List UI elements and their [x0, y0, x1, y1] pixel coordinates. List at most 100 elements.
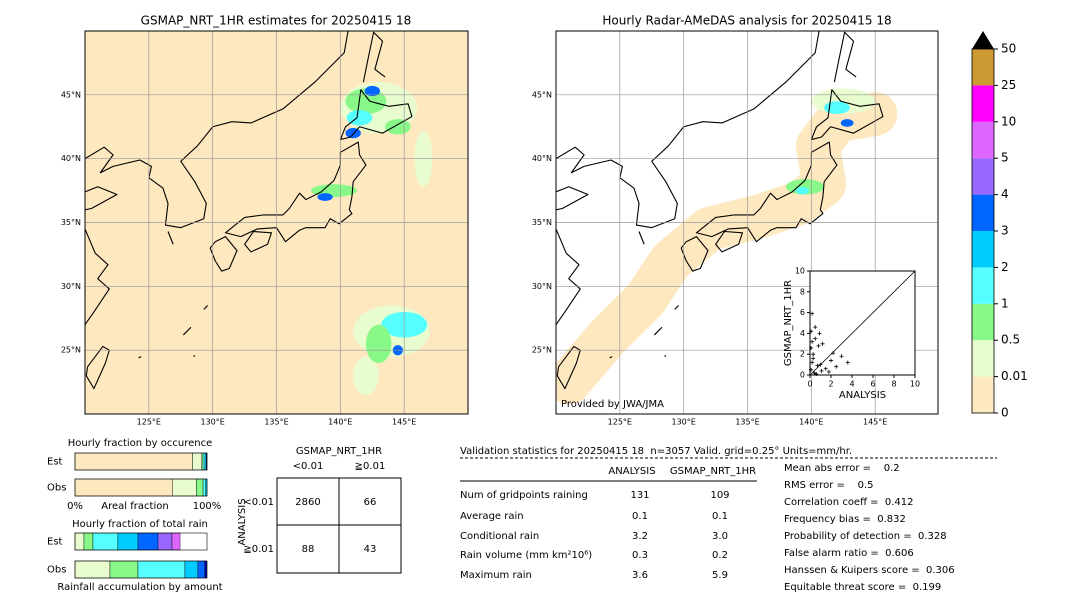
- stat-value: 3.6: [632, 570, 648, 581]
- score: Mean abs error = 0.2: [784, 463, 900, 474]
- map-frame: [84, 30, 469, 415]
- lon-tick-label: 125°E: [137, 418, 161, 427]
- scatter-point: [811, 356, 816, 361]
- bar-segment: [157, 532, 173, 551]
- colorbar-label: 2: [1001, 260, 1009, 274]
- lat-tick-label: 30°N: [61, 282, 81, 291]
- y-tick-label: 2: [800, 350, 805, 359]
- scatter-point: [811, 352, 816, 357]
- x-axis-label: Rainfall accumulation by amount: [57, 582, 222, 593]
- row-label: Obs: [47, 565, 66, 576]
- stat-label: Rain volume (mm km²10⁶): [460, 550, 592, 561]
- stat-value: 0.3: [632, 550, 648, 561]
- table-cell: 43: [364, 544, 377, 555]
- lon-tick-label: 140°E: [328, 418, 352, 427]
- x-tick-label: 0: [807, 380, 812, 389]
- table-cell: 88: [302, 544, 315, 555]
- scatter-point: [839, 354, 844, 359]
- stat-value: 0.2: [712, 550, 728, 561]
- lat-tick-label: 30°N: [532, 282, 552, 291]
- stat-value: 109: [710, 490, 729, 501]
- score: Frequency bias = 0.832: [784, 514, 906, 525]
- map-frame: [555, 30, 939, 415]
- map-credit: Provided by JWA/JMA: [561, 399, 664, 410]
- row-label: Obs: [47, 483, 66, 494]
- bar-frame: [74, 452, 208, 471]
- lat-tick-label: 45°N: [61, 90, 81, 99]
- y-tick-label: 8: [800, 287, 805, 296]
- colorbar-label: 0.01: [1001, 369, 1028, 383]
- bar-segment: [109, 560, 139, 579]
- scatter-point: [813, 325, 818, 330]
- colorbar-extend: [972, 31, 994, 49]
- bar-segment: [74, 532, 85, 551]
- map-title: Hourly Radar-AMeDAS analysis for 2025041…: [602, 14, 891, 28]
- scatter-point: [818, 362, 823, 367]
- col-label: ≧0.01: [355, 461, 386, 472]
- lon-tick-label: 135°E: [264, 418, 288, 427]
- table-title: GSMAP_NRT_1HR: [296, 446, 382, 457]
- col-label: <0.01: [293, 461, 324, 472]
- scatter-point: [820, 341, 825, 346]
- scatter-point: [810, 311, 815, 316]
- x-tick-label: 2: [828, 380, 833, 389]
- diagonal: [809, 270, 916, 376]
- bar-segment: [74, 560, 111, 579]
- bar-frame: [74, 560, 208, 579]
- lon-tick-label: 135°E: [735, 418, 759, 427]
- bar-segment: [202, 478, 206, 497]
- validation-stats: Validation statistics for 20250415 18 n=…: [460, 446, 955, 593]
- colorbar-label: 0.5: [1001, 333, 1020, 347]
- x-tick-label: 4: [849, 380, 854, 389]
- lat-tick-label: 25°N: [532, 346, 552, 355]
- bar-frame: [74, 478, 208, 497]
- stat-value: 131: [630, 490, 649, 501]
- map-grid: [85, 31, 468, 414]
- bar-segment: [137, 532, 159, 551]
- bar-segment: [184, 560, 199, 579]
- stat-label: Maximum rain: [460, 570, 532, 581]
- scatter-point: [809, 329, 814, 334]
- bar-segment: [74, 452, 193, 471]
- stat-label: Num of gridpoints raining: [460, 490, 588, 501]
- colorbar-label: 25: [1001, 78, 1016, 92]
- scatter-point: [813, 336, 818, 341]
- table-cell: 2860: [295, 497, 320, 508]
- stats-header: Validation statistics for 20250415 18 n=…: [460, 446, 852, 457]
- bar-segment: [92, 532, 119, 551]
- score: False alarm ratio = 0.606: [784, 548, 914, 559]
- colorbar-label: 3: [1001, 224, 1009, 238]
- stat-value: 3.2: [632, 531, 648, 542]
- row-label: <0.01: [243, 497, 274, 508]
- row-label: ≧0.01: [243, 544, 274, 555]
- y-tick-label: 4: [800, 329, 805, 338]
- bar-segment: [196, 478, 204, 497]
- y-tick-label: 10: [795, 267, 805, 276]
- bar-segment: [74, 478, 173, 497]
- colorbar-label: 50: [1001, 42, 1016, 56]
- contingency-table: GSMAP_NRT_1HR<0.01 ≧0.01ANALYSIS<0.01≧0.0…: [237, 446, 385, 555]
- scatter-point: [819, 368, 824, 373]
- bar-frame: [74, 532, 208, 551]
- x-axis-label: Areal fraction: [101, 501, 168, 512]
- scatter: 0 2 4 6 8 10 0 2 4 6 8 10 ANALYSIS GSMAP_NRT_1HR: [783, 267, 920, 402]
- row-label: Est: [47, 457, 63, 468]
- x-tick-label: 0%: [67, 501, 83, 512]
- scatter-point: [816, 343, 821, 348]
- lat-tick-label: 35°N: [532, 218, 552, 227]
- row-label: Est: [47, 537, 63, 548]
- lat-tick-label: 45°N: [532, 90, 552, 99]
- score: Probability of detection = 0.328: [784, 531, 947, 542]
- bar-segment: [202, 452, 206, 471]
- lon-tick-label: 130°E: [672, 418, 696, 427]
- score: RMS error = 0.5: [784, 480, 874, 491]
- colorbar-segment: [972, 340, 994, 377]
- stat-value: 5.9: [712, 570, 728, 581]
- colorbar-segment: [972, 303, 994, 341]
- stat-label: Conditional rain: [460, 531, 539, 542]
- scatter-point: [823, 366, 828, 371]
- lon-tick-label: 145°E: [392, 418, 416, 427]
- scatter-point: [829, 358, 833, 363]
